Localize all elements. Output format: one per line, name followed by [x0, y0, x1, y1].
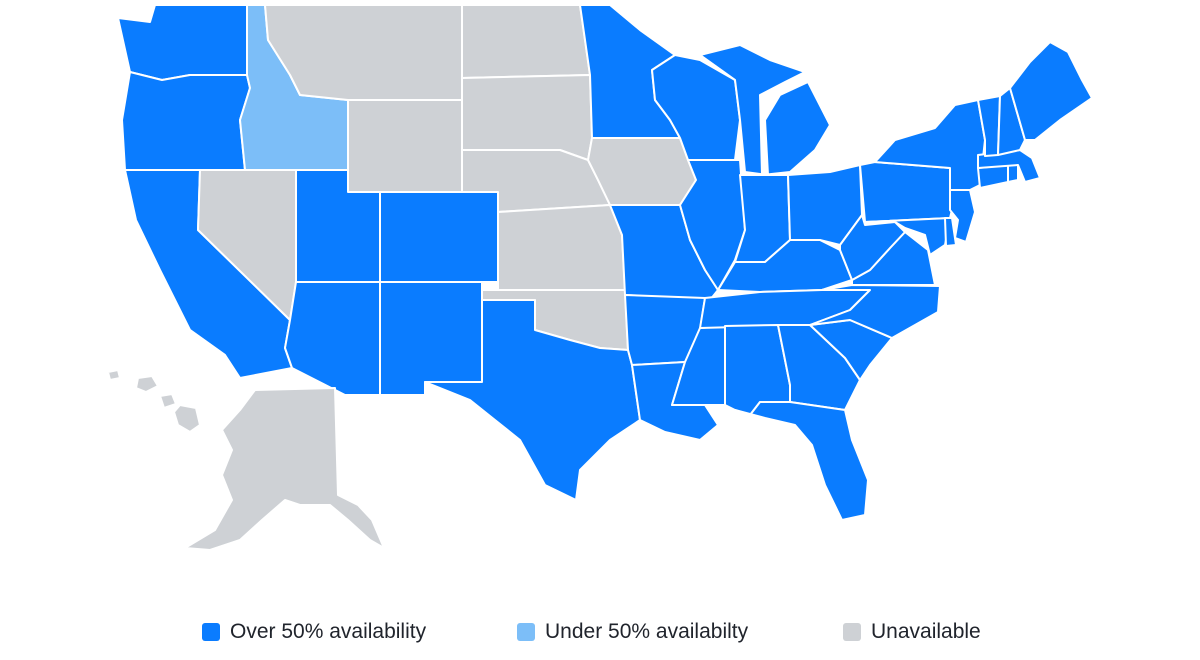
- state-TX[interactable]: [424, 299, 641, 501]
- state-CO[interactable]: [379, 191, 499, 283]
- state-DE[interactable]: [944, 217, 957, 247]
- state-NJ[interactable]: [949, 189, 976, 243]
- state-FL[interactable]: [734, 401, 869, 521]
- map-legend: Over 50% availability Under 50% availabi…: [0, 620, 1200, 660]
- state-MA[interactable]: [977, 149, 1041, 183]
- state-HI[interactable]: [107, 369, 201, 433]
- state-MI[interactable]: [699, 44, 831, 176]
- legend-label-under-50: Under 50% availabilty: [545, 620, 749, 643]
- state-IA[interactable]: [587, 137, 697, 206]
- state-MT[interactable]: [264, 4, 463, 101]
- state-WY[interactable]: [347, 99, 463, 193]
- state-NM[interactable]: [379, 281, 483, 396]
- legend-item-unavailable: Unavailable: [843, 620, 981, 644]
- state-ME[interactable]: [1009, 41, 1093, 141]
- legend-swatch-unavailable: [843, 623, 861, 641]
- legend-swatch-under-50: [517, 623, 535, 641]
- state-KS[interactable]: [497, 204, 626, 291]
- legend-item-under-50: Under 50% availabilty: [517, 620, 748, 644]
- legend-swatch-over-50: [202, 623, 220, 641]
- state-PA[interactable]: [859, 161, 959, 223]
- legend-label-over-50: Over 50% availability: [230, 620, 427, 643]
- state-ND[interactable]: [461, 4, 591, 79]
- legend-label-unavailable: Unavailable: [871, 620, 981, 643]
- state-SD[interactable]: [461, 74, 593, 161]
- state-VT[interactable]: [977, 95, 1001, 157]
- state-RI[interactable]: [1007, 164, 1019, 183]
- state-AZ[interactable]: [284, 281, 381, 396]
- state-OR[interactable]: [121, 71, 251, 171]
- state-WA[interactable]: [117, 4, 248, 81]
- state-NH[interactable]: [997, 87, 1026, 156]
- legend-item-over-50: Over 50% availability: [202, 620, 426, 644]
- us-map: [107, 4, 1093, 551]
- state-WV[interactable]: [839, 214, 906, 281]
- state-AK[interactable]: [184, 387, 385, 551]
